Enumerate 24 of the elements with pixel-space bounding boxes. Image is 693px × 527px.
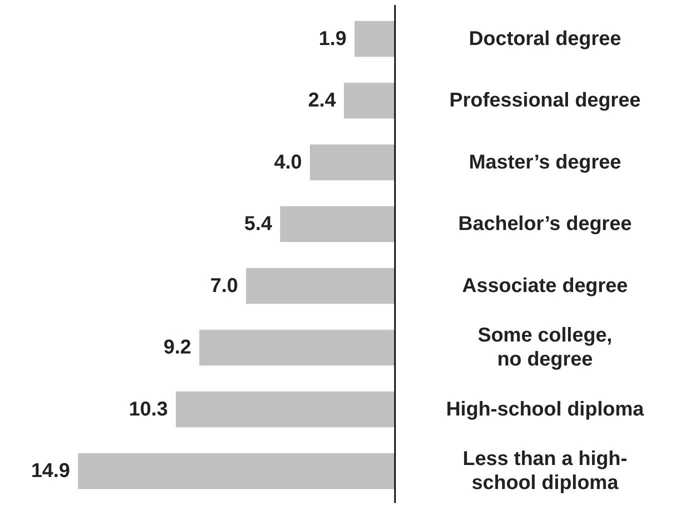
bar xyxy=(78,453,395,490)
bar xyxy=(246,268,395,304)
data-label: 2.4 xyxy=(308,90,337,112)
bar xyxy=(310,144,395,180)
bar xyxy=(354,20,395,57)
y-tick-label: Master’s degree xyxy=(468,151,622,174)
bar xyxy=(199,330,395,366)
y-tick-label: Some college, no degree xyxy=(478,324,612,371)
data-label: 4.0 xyxy=(274,151,302,174)
data-label: 9.2 xyxy=(163,336,192,359)
data-label: 7.0 xyxy=(210,274,238,297)
y-tick-label: Professional degree xyxy=(449,90,641,112)
y-tick-label: Less than a high-school diploma xyxy=(462,448,628,494)
data-label: 14.9 xyxy=(31,460,70,482)
bar xyxy=(176,391,395,428)
bar xyxy=(344,82,395,119)
data-label: 10.3 xyxy=(128,398,168,420)
bar xyxy=(280,206,395,242)
y-tick-label: High-school diploma xyxy=(446,398,645,420)
y-tick-label: Bachelor’s degree xyxy=(458,213,632,236)
data-label: 1.9 xyxy=(318,28,347,50)
data-label: 5.4 xyxy=(244,213,273,236)
y-tick-label: Associate degree xyxy=(462,274,628,297)
y-tick-label: Doctoral degree xyxy=(468,28,622,50)
